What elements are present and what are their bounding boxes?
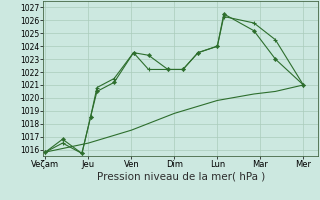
X-axis label: Pression niveau de la mer( hPa ): Pression niveau de la mer( hPa ): [97, 172, 265, 182]
